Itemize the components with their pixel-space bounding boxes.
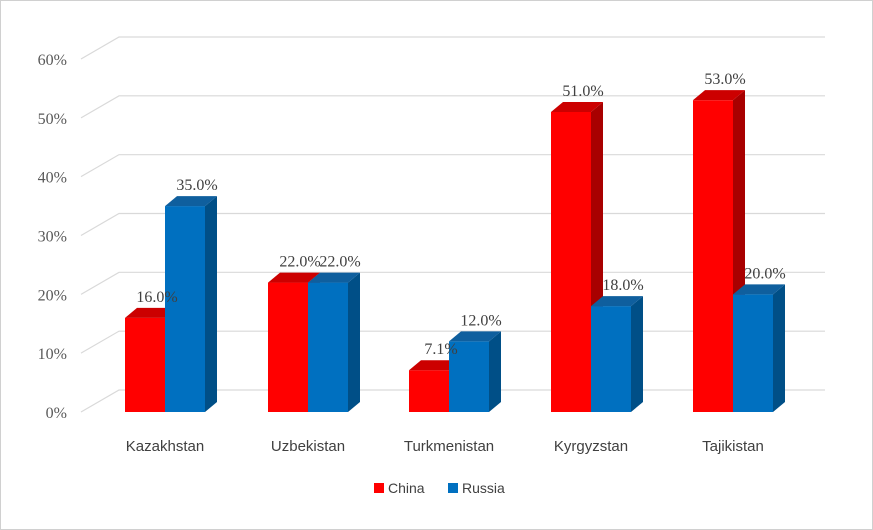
legend-label: Russia bbox=[462, 480, 505, 496]
y-tick-label: 30% bbox=[38, 229, 67, 246]
data-label-china-kazakhstan: 16.0% bbox=[136, 289, 177, 306]
data-label-russia-uzbekistan: 22.0% bbox=[319, 254, 360, 271]
data-label-russia-tajikistan: 20.0% bbox=[744, 265, 785, 282]
y-tick-label: 50% bbox=[38, 111, 67, 128]
data-label-china-kyrgyzstan: 51.0% bbox=[562, 83, 603, 100]
legend-item-russia: Russia bbox=[448, 480, 505, 496]
gridline bbox=[80, 36, 825, 60]
data-label-china-turkmenistan: 7.1% bbox=[424, 341, 457, 358]
x-axis-categories: Kazakhstan Uzbekistan Turkmenistan Kyrgyzst… bbox=[126, 438, 764, 455]
data-label-china-tajikistan: 53.0% bbox=[704, 71, 745, 88]
y-axis-ticks: 0% 10% 20% 30% 40% 50% 60% bbox=[38, 52, 67, 422]
category-label-turkmenistan: Turkmenistan bbox=[404, 438, 494, 455]
legend-swatch bbox=[448, 483, 458, 493]
y-tick-label: 20% bbox=[38, 287, 67, 304]
y-tick-label: 40% bbox=[38, 170, 67, 187]
legend-swatch bbox=[374, 483, 384, 493]
bar-russia-kyrgyzstan bbox=[591, 296, 643, 412]
data-label-russia-kyrgyzstan: 18.0% bbox=[602, 277, 643, 294]
data-label-russia-turkmenistan: 12.0% bbox=[460, 312, 501, 329]
legend-label: China bbox=[388, 480, 425, 496]
data-label-china-uzbekistan: 22.0% bbox=[279, 254, 320, 271]
bars bbox=[125, 90, 785, 412]
gridlines bbox=[80, 36, 825, 413]
bar-russia-kazakhstan bbox=[165, 196, 217, 412]
data-label-russia-kazakhstan: 35.0% bbox=[176, 177, 217, 194]
category-label-tajikistan: Tajikistan bbox=[702, 438, 764, 455]
bar-russia-uzbekistan bbox=[308, 272, 360, 412]
gridline bbox=[80, 95, 825, 119]
category-label-kazakhstan: Kazakhstan bbox=[126, 438, 204, 455]
y-tick-label: 0% bbox=[46, 405, 67, 422]
y-tick-label: 10% bbox=[38, 346, 67, 363]
bar-russia-tajikistan bbox=[733, 284, 785, 412]
data-labels: 16.0% 35.0% 22.0%22.0% 7.1%12.0% 51.0% 18.0% 5… bbox=[136, 71, 785, 358]
category-label-uzbekistan: Uzbekistan bbox=[271, 438, 345, 455]
legend-item-china: China bbox=[374, 480, 425, 496]
legend: China Russia bbox=[374, 480, 505, 496]
category-label-kyrgyzstan: Kyrgyzstan bbox=[554, 438, 628, 455]
y-tick-label: 60% bbox=[38, 52, 67, 69]
bar-russia-turkmenistan bbox=[449, 331, 501, 412]
